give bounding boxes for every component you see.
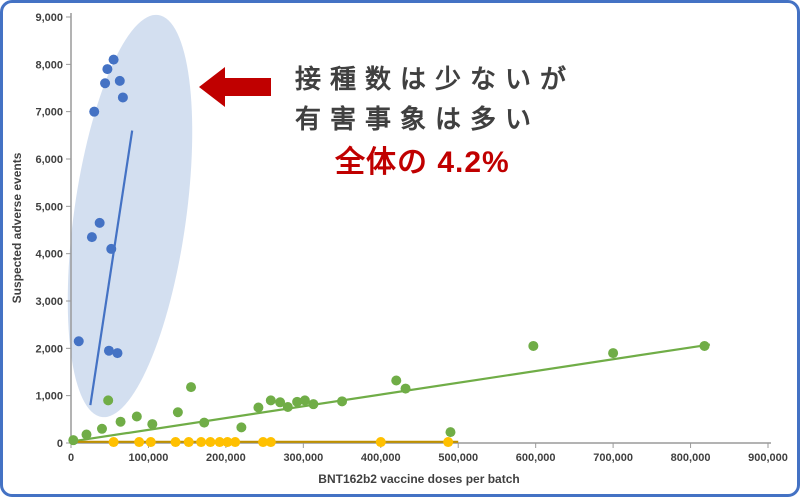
annotation-line-1: 接種数は少ないが [295,64,576,94]
data-point-blue-batches [112,348,123,359]
annotation-line-2: 有害事象は多い [295,104,541,134]
y-tick-label: 7,000 [35,107,63,119]
data-point-green-batches [96,423,107,434]
data-point-green-batches [131,411,142,422]
y-tick-label: 4,000 [35,249,63,261]
data-point-green-batches [282,402,293,413]
data-point-blue-batches [106,243,117,254]
annotation-percentage: 全体の 4.2% [335,146,510,179]
data-point-green-batches [103,395,114,406]
y-tick-label: 3,000 [35,296,63,308]
data-point-green-batches [337,396,348,407]
data-point-green-batches [253,402,264,413]
x-tick-label: 300,000 [283,452,323,464]
data-point-yellow-batches [375,437,386,448]
data-point-yellow-batches [443,437,454,448]
data-point-blue-batches [114,75,125,86]
data-point-green-batches [299,395,310,406]
x-tick-label: 400,000 [361,452,401,464]
data-point-yellow-batches [265,437,276,448]
y-tick-label: 9,000 [35,12,63,24]
data-point-green-batches [172,407,183,418]
data-point-green-batches [528,340,539,351]
data-point-green-batches [81,429,92,440]
x-tick-label: 200,000 [206,452,246,464]
data-point-yellow-batches [205,437,216,448]
y-tick-label: 1,000 [35,391,63,403]
data-point-yellow-batches [258,437,269,448]
x-tick-label: 100,000 [129,452,169,464]
arrow-left-shape [199,67,271,107]
data-point-green-batches [608,348,619,359]
y-tick-label: 6,000 [35,154,63,166]
y-tick-label: 0 [57,438,63,450]
x-tick-label: 600,000 [516,452,556,464]
data-point-green-batches [699,340,710,351]
data-point-blue-batches [94,217,105,228]
data-point-yellow-batches [145,437,156,448]
highlight-ellipse [67,14,193,418]
data-point-yellow-batches [183,437,194,448]
y-tick-label: 5,000 [35,201,63,213]
x-tick-label: 800,000 [671,452,711,464]
data-point-blue-batches [103,345,114,356]
data-point-green-batches [147,419,158,430]
data-point-green-batches [236,422,247,433]
data-point-green-batches [265,395,276,406]
data-point-green-batches [400,383,411,394]
data-point-blue-batches [100,78,111,89]
data-point-green-batches [391,375,402,386]
data-point-blue-batches [108,54,119,65]
data-point-green-batches [308,399,319,410]
x-tick-label: 700,000 [593,452,633,464]
data-point-yellow-batches [214,437,225,448]
data-point-yellow-batches [222,437,233,448]
data-point-green-batches [199,417,210,428]
y-tick-label: 2,000 [35,343,63,355]
data-point-green-batches [275,397,286,408]
data-point-green-batches [292,396,303,407]
x-tick-label: 900,000 [748,452,788,464]
data-point-blue-batches [86,232,97,243]
y-axis-title: Suspected adverse events [10,152,24,304]
data-point-blue-batches [117,92,128,103]
data-point-green-batches [186,382,197,393]
x-axis-title: BNT162b2 vaccine doses per batch [318,472,520,486]
data-point-yellow-batches [170,437,181,448]
trend-line-blue-batches [89,130,134,406]
scatter-chart: 0 1,000 2,000 3,000 4,000 5,000 6,000 7,000 8,00… [35,12,788,464]
data-point-yellow-batches [196,437,207,448]
data-point-green-batches [68,435,79,446]
data-point-yellow-batches [108,437,119,448]
trend-line-green-batches [70,343,711,443]
data-point-blue-batches [73,336,84,347]
data-point-blue-batches [102,64,113,75]
data-point-green-batches [115,416,126,427]
data-point-yellow-batches [134,437,145,448]
arrow-left-icon [199,65,273,109]
data-point-blue-batches [89,106,100,117]
y-tick-label: 8,000 [35,59,63,71]
x-tick-label: 500,000 [438,452,478,464]
data-point-yellow-batches [230,437,241,448]
data-point-green-batches [445,427,456,438]
x-tick-label: 0 [68,452,74,464]
